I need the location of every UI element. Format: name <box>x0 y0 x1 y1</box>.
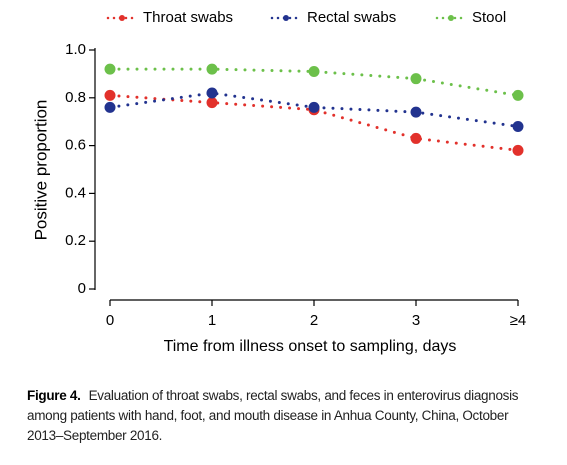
legend-label: Throat swabs <box>143 9 233 26</box>
legend-label: Stool <box>472 9 506 26</box>
x-tick-label: 2 <box>310 312 318 329</box>
data-point <box>512 120 524 132</box>
x-tick-label: 0 <box>106 312 114 329</box>
data-point <box>410 132 422 144</box>
legend-marker <box>119 15 125 21</box>
x-tick-label: 3 <box>412 312 420 329</box>
data-point <box>104 101 116 113</box>
data-point <box>512 89 524 101</box>
y-tick-label: 1.0 <box>65 41 86 58</box>
y-tick-label: 0.2 <box>65 232 86 249</box>
series-line <box>108 67 520 97</box>
legend-marker <box>283 15 289 21</box>
x-tick-label: 1 <box>208 312 216 329</box>
x-axis-label: Time from illness onset to sampling, day… <box>164 338 457 355</box>
caption-text: Evaluation of throat swabs, rectal swabs… <box>27 388 519 443</box>
caption: Figure 4. Evaluation of throat swabs, rec… <box>27 386 547 446</box>
data-point <box>104 63 116 75</box>
y-tick-label: 0 <box>78 280 86 297</box>
data-point <box>206 63 218 75</box>
y-tick-label: 0.4 <box>65 184 86 201</box>
chart: Positive proportion Time from illness on… <box>31 9 527 355</box>
data-point <box>308 101 320 113</box>
y-tick-label: 0.6 <box>65 137 86 154</box>
y-tick-label: 0.8 <box>65 89 86 106</box>
data-point <box>512 144 524 156</box>
data-point <box>206 87 218 99</box>
x-tick-label: ≥4 <box>510 312 527 329</box>
data-point <box>410 73 422 85</box>
legend-label: Rectal swabs <box>307 9 396 26</box>
y-axis-label: Positive proportion <box>31 100 50 241</box>
data-point <box>104 89 116 101</box>
data-point <box>308 66 320 78</box>
legend-marker <box>448 15 454 21</box>
data-point <box>206 97 218 109</box>
caption-label: Figure 4. <box>27 388 81 403</box>
data-point <box>410 106 422 118</box>
